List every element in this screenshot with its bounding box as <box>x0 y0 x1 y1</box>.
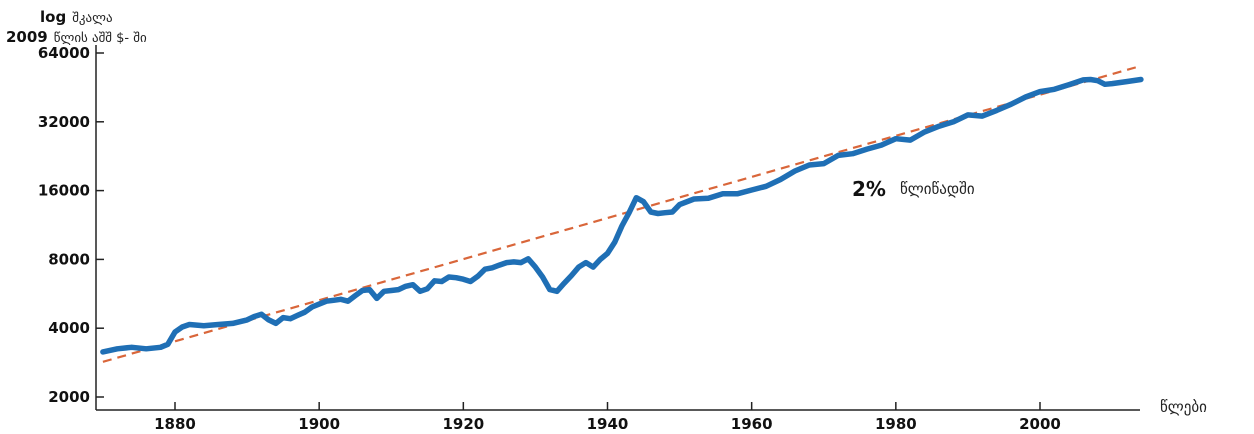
growth-annotation-text: წლიწადში <box>900 180 975 198</box>
x-tick-label: 1920 <box>442 415 484 433</box>
y-axis-label-unit: წლის აშშ $- ში <box>54 31 147 46</box>
x-tick-label: 1900 <box>298 415 340 433</box>
x-tick-label: 1940 <box>587 415 629 433</box>
y-tick-label: 16000 <box>38 182 90 200</box>
series-line <box>100 76 1144 355</box>
x-tick-label: 1980 <box>875 415 917 433</box>
y-axis-label-line1: log შკალა <box>40 8 113 26</box>
y-axis-label-line2: 2009 წლის აშშ $- ში <box>6 28 147 46</box>
y-tick-label: 2000 <box>48 388 90 406</box>
y-axis-label-log: log <box>40 8 66 26</box>
y-tick-label: 4000 <box>48 319 90 337</box>
y-tick-label: 8000 <box>48 250 90 268</box>
x-tick-label: 2000 <box>1019 415 1061 433</box>
y-tick-label: 32000 <box>38 113 90 131</box>
x-tick-label: 1880 <box>154 415 196 433</box>
y-axis-label-scale: შკალა <box>72 11 112 26</box>
x-tick-label: 1960 <box>731 415 773 433</box>
growth-annotation-value: 2% <box>852 177 886 201</box>
y-axis-label-year: 2009 <box>6 28 48 46</box>
x-axis-label: წლები <box>1160 398 1207 416</box>
y-tick-label: 64000 <box>38 44 90 62</box>
x-axis: 1880 1900 1920 1940 1960 1980 2000 <box>96 402 1140 433</box>
y-axis: 2000 4000 8000 16000 32000 64000 <box>38 44 104 410</box>
